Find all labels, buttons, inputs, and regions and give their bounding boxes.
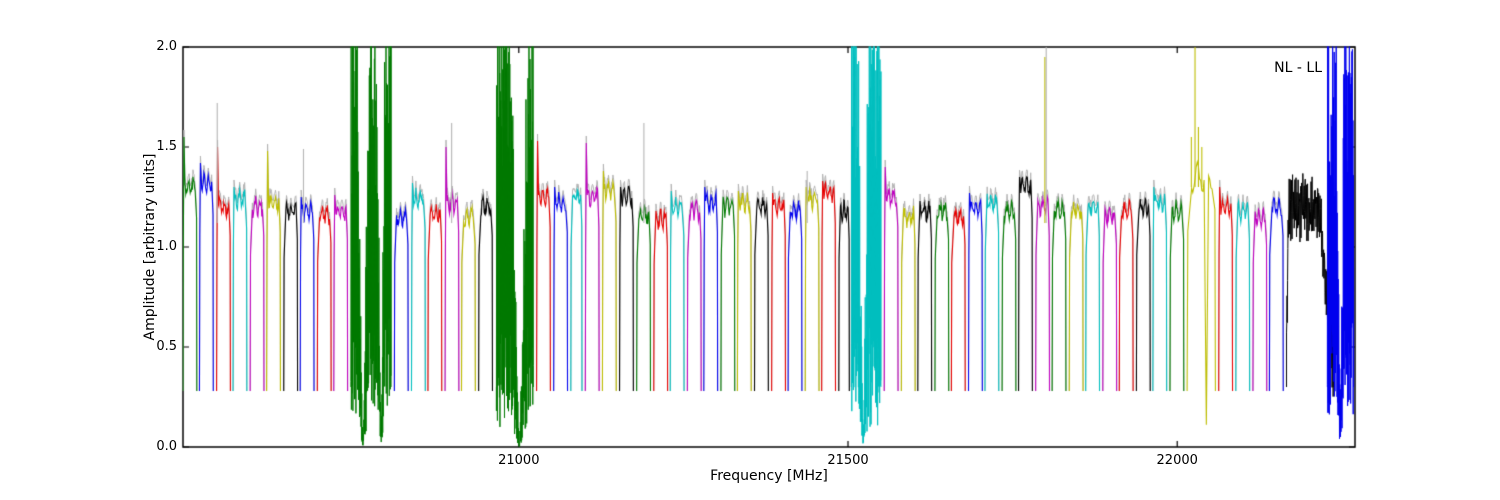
x-tick-label: 21000: [498, 453, 540, 468]
x-tick-label: 21500: [827, 453, 869, 468]
y-tick-label: 2.0: [156, 39, 177, 54]
x-tick-label: 22000: [1156, 453, 1198, 468]
y-tick-label: 1.5: [156, 139, 177, 154]
y-tick-label: 0.0: [156, 439, 177, 454]
y-tick-label: 0.5: [156, 339, 177, 354]
plot-corner-label: NL - LL: [1274, 60, 1322, 76]
y-tick-label: 1.0: [156, 239, 177, 254]
x-axis-label: Frequency [MHz]: [710, 468, 828, 484]
